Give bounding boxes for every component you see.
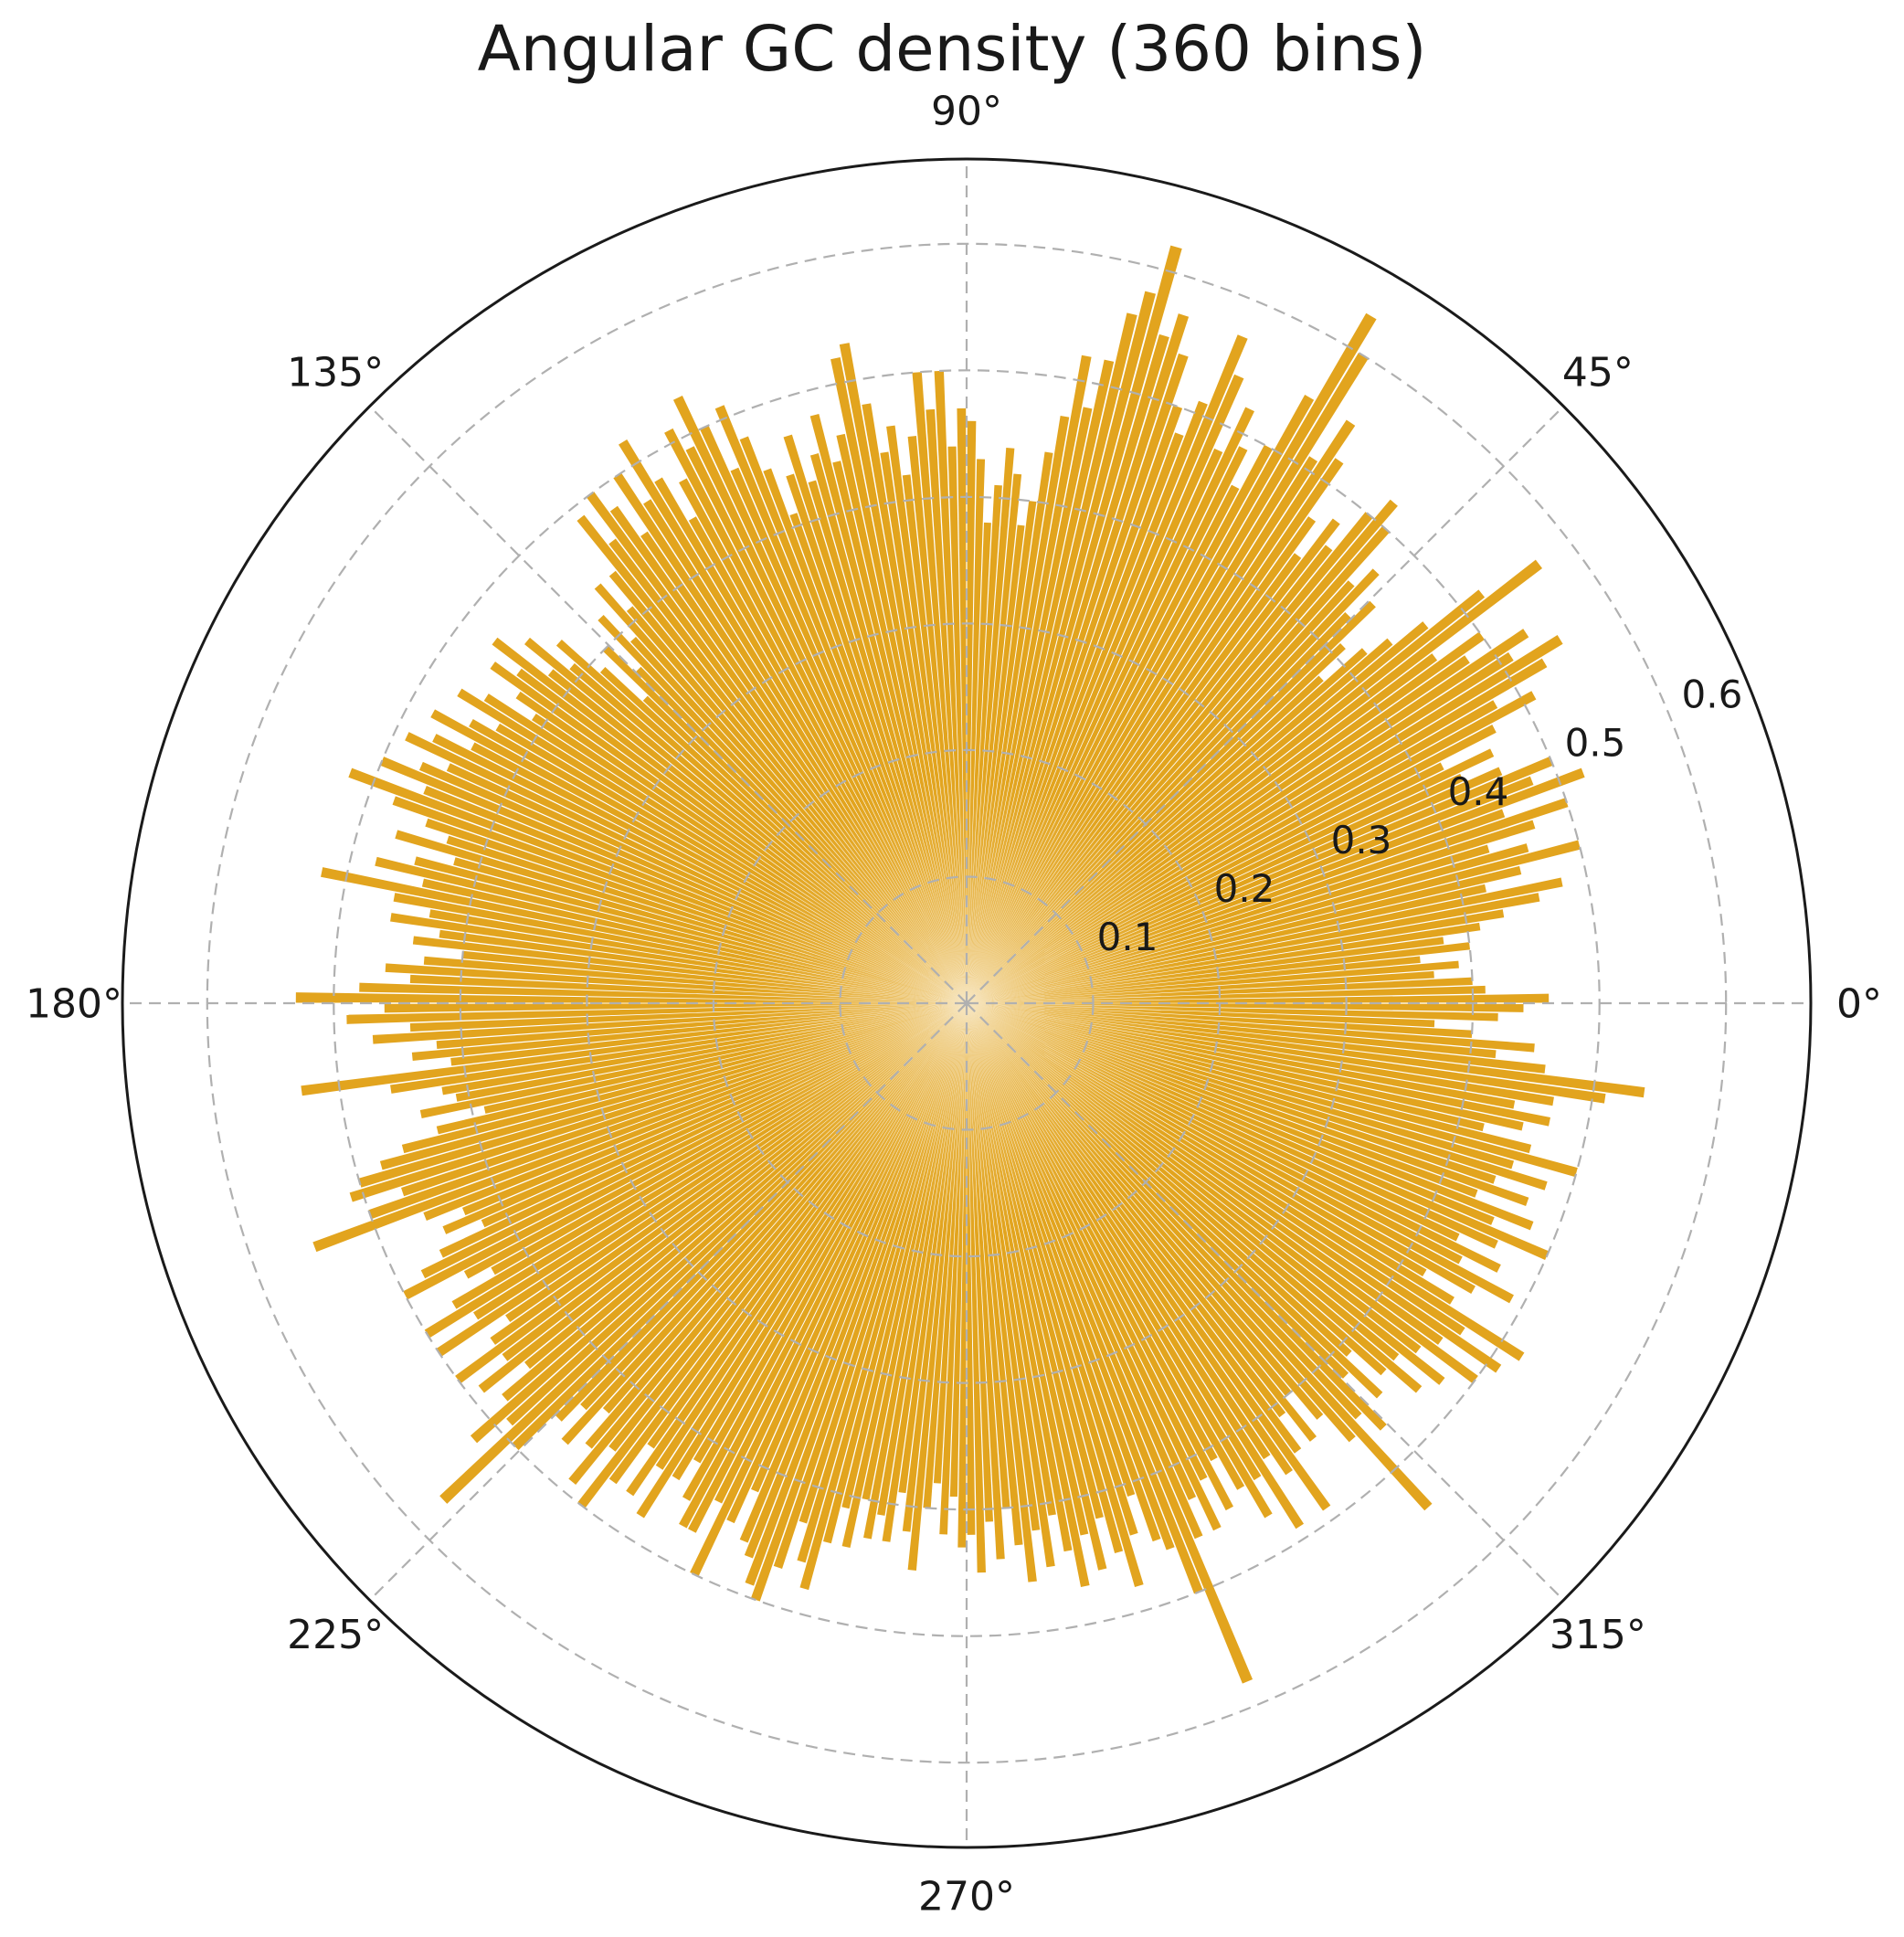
angular-tick-label: 225°	[287, 1612, 384, 1658]
radial-tick-label: 0.6	[1682, 672, 1743, 717]
angular-tick-label: 90°	[931, 88, 1002, 134]
radial-tick-label: 0.2	[1214, 866, 1275, 911]
grid-spoke	[966, 405, 1565, 1004]
grid-circle	[333, 369, 1601, 1637]
grid-spoke	[966, 1002, 1565, 1602]
angular-tick-label: 0°	[1836, 980, 1882, 1027]
outer-circle	[121, 157, 1813, 1849]
grid-spoke	[368, 1002, 968, 1602]
angular-tick-label: 270°	[918, 1873, 1015, 1920]
radial-tick-label: 0.1	[1097, 915, 1158, 959]
angular-tick-label: 45°	[1562, 350, 1634, 397]
radial-tick-label: 0.5	[1565, 721, 1626, 766]
radial-tick-label: 0.4	[1448, 769, 1509, 814]
angular-tick-label: 180°	[26, 980, 122, 1027]
grid-circle	[586, 622, 1348, 1384]
grid-spoke	[368, 405, 968, 1004]
radial-tick-labels: 0.1 0.2 0.3 0.4 0.5 0.6	[1097, 672, 1743, 959]
angular-tick-labels: 0° 45° 90° 135° 180° 225° 270° 315°	[26, 88, 1882, 1920]
polar-grid	[122, 159, 1811, 1847]
radial-tick-label: 0.3	[1331, 818, 1392, 863]
angular-tick-label: 315°	[1550, 1612, 1646, 1658]
angular-tick-label: 135°	[287, 350, 384, 397]
chart-title: Angular GC density (360 bins)	[477, 13, 1427, 86]
